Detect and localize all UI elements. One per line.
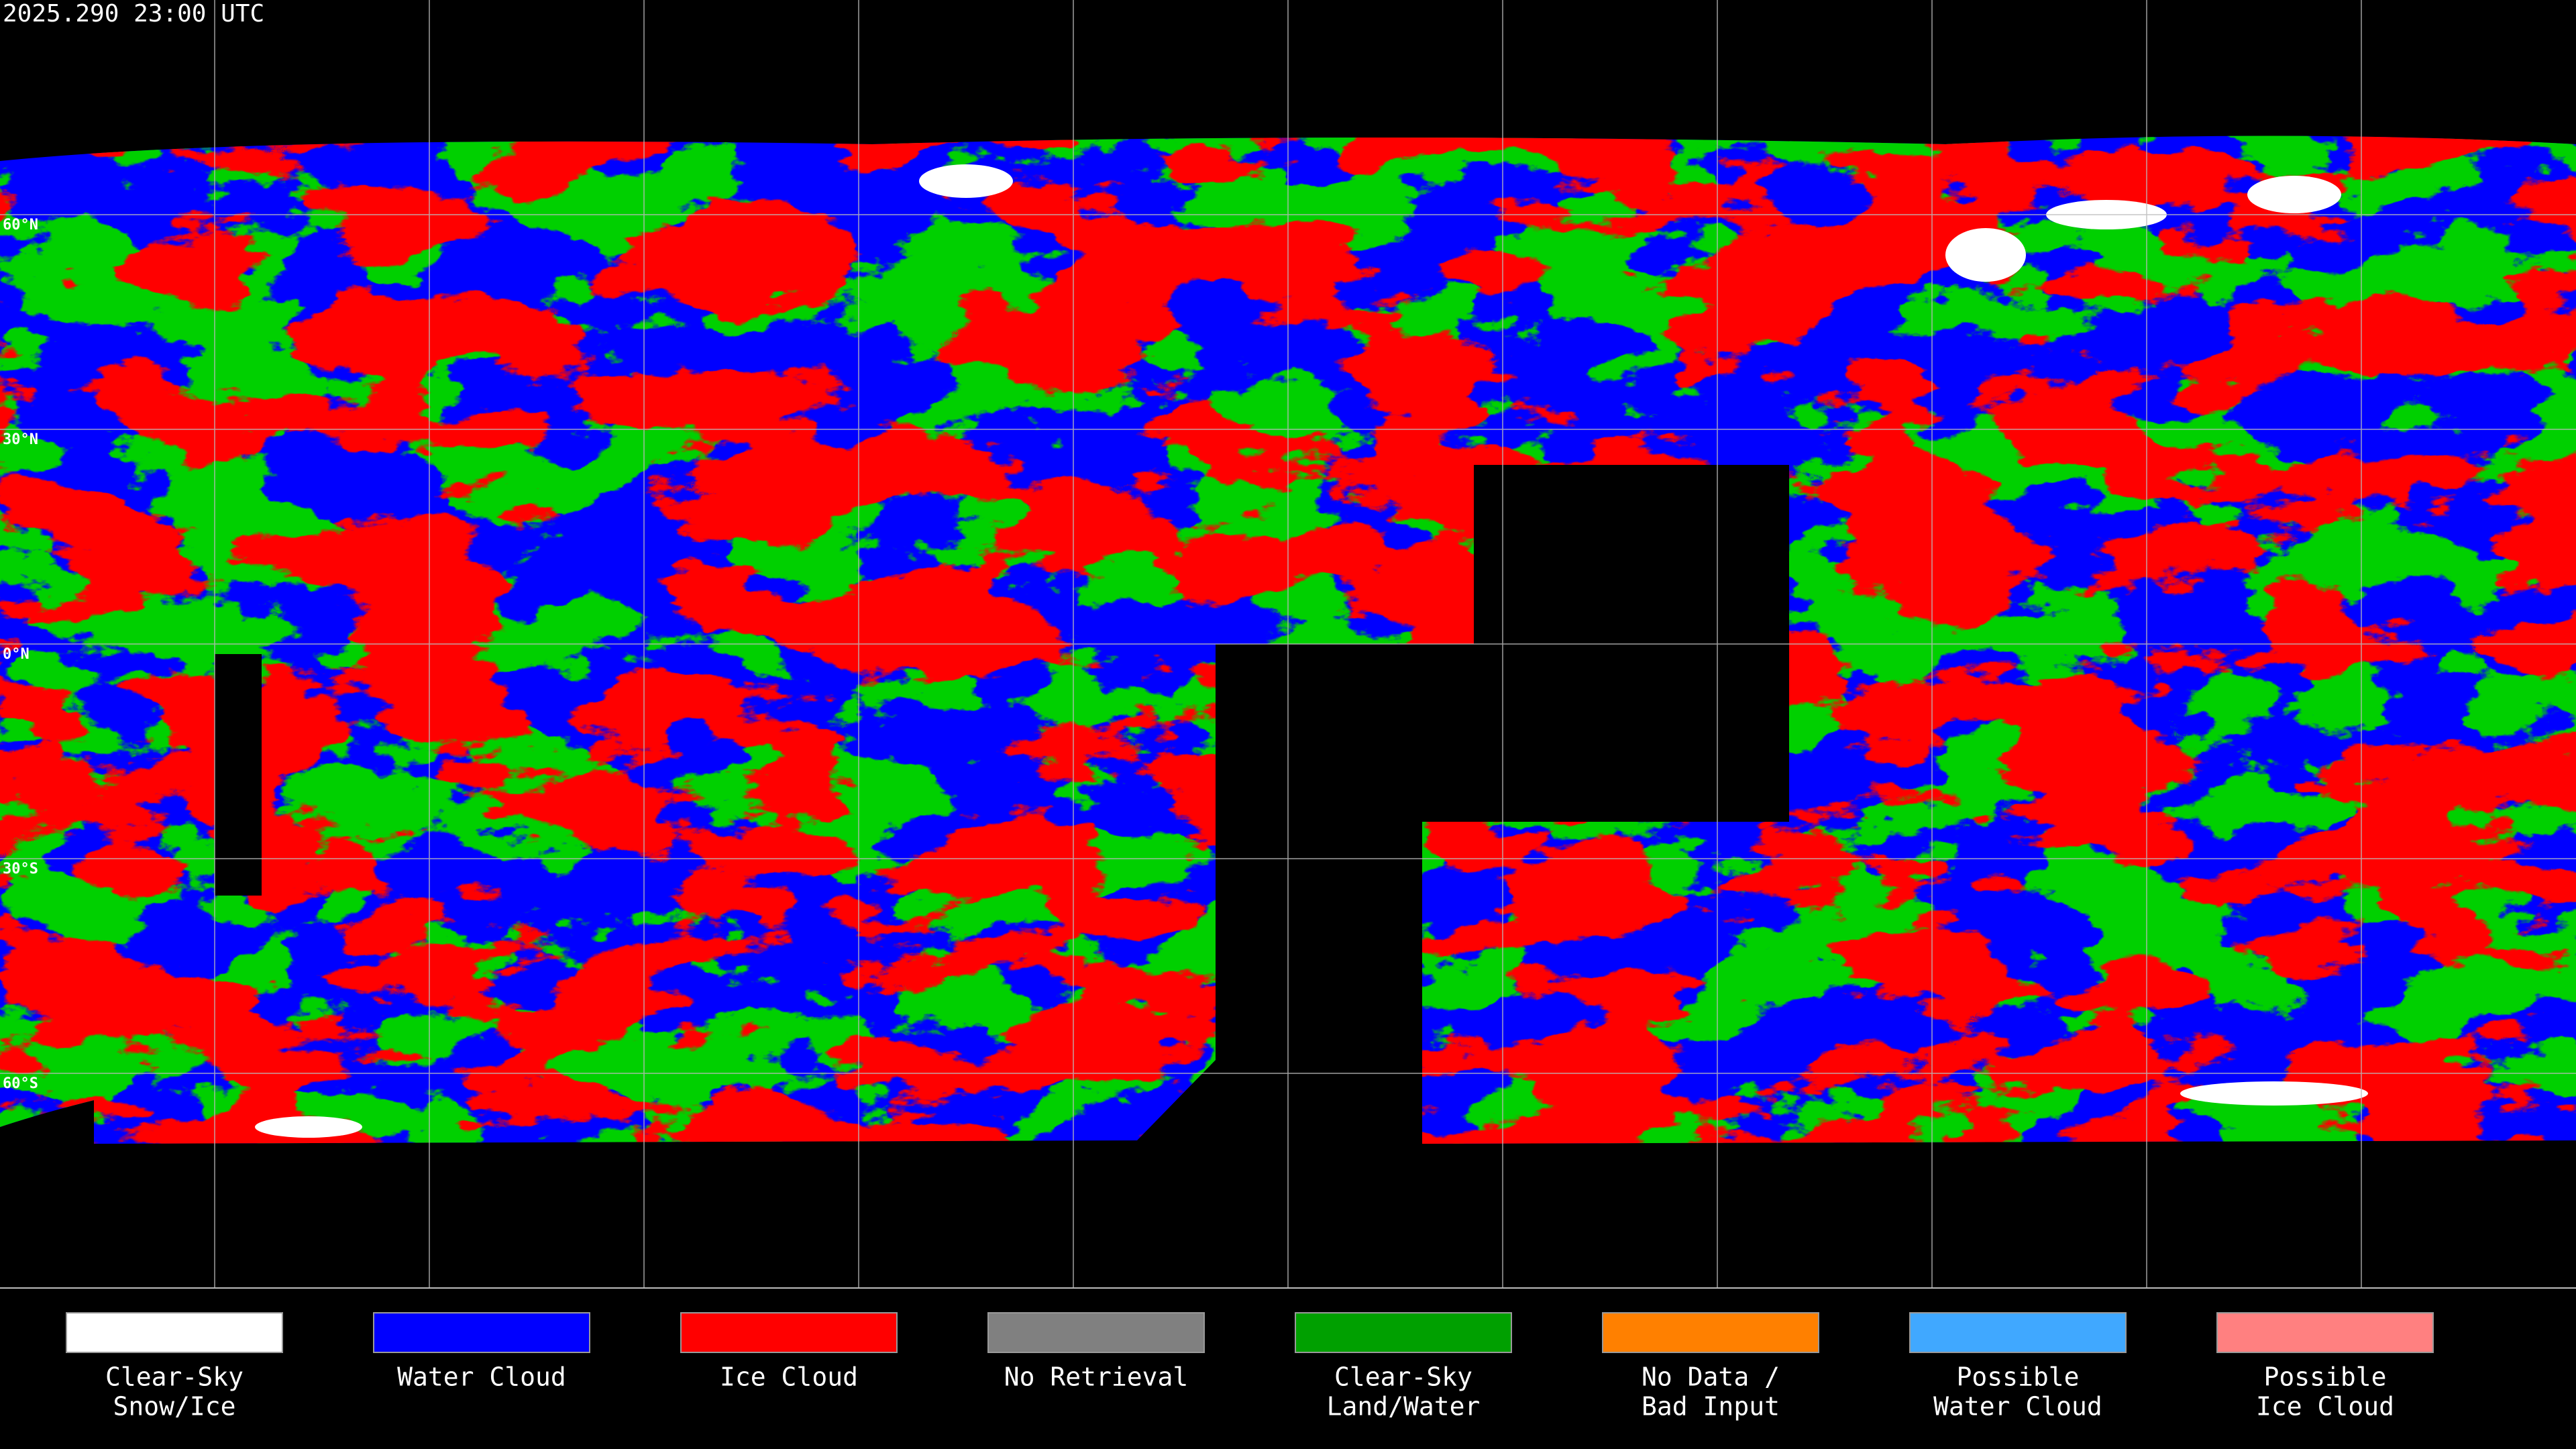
- legend-swatch: [66, 1312, 283, 1353]
- legend-label: Land/Water: [1327, 1392, 1481, 1421]
- latitude-label: 30°S: [3, 861, 38, 877]
- latitude-label: 0°N: [3, 646, 30, 663]
- latitude-label: 30°N: [3, 431, 38, 448]
- snow-patch: [255, 1116, 362, 1138]
- legend-swatch: [1909, 1312, 2127, 1353]
- legend-label: Water Cloud: [397, 1362, 566, 1392]
- legend-swatch: [987, 1312, 1205, 1353]
- legend-label: Water Cloud: [1933, 1392, 2102, 1421]
- snow-patch: [919, 164, 1013, 198]
- no-data-strip: [215, 654, 262, 896]
- legend-swatch: [2216, 1312, 2434, 1353]
- legend-label: Ice Cloud: [720, 1362, 858, 1392]
- legend-swatch: [680, 1312, 898, 1353]
- legend-label: Ice Cloud: [2256, 1392, 2394, 1421]
- legend-label: Clear-Sky: [105, 1362, 244, 1392]
- latitude-labels: 60°N 30°N 0°N 30°S 60°S: [3, 217, 38, 1092]
- latitude-label: 60°N: [3, 217, 38, 233]
- legend-swatch: [373, 1312, 590, 1353]
- legend-label: No Retrieval: [1004, 1362, 1189, 1392]
- legend-label: Clear-Sky: [1334, 1362, 1472, 1392]
- legend-swatch: [1602, 1312, 1819, 1353]
- snow-patch: [2180, 1081, 2368, 1106]
- snow-patch: [1945, 228, 2026, 282]
- legend-label: Bad Input: [1642, 1392, 1780, 1421]
- legend-label: Snow/Ice: [113, 1392, 235, 1421]
- legend-label: Possible: [2263, 1362, 2386, 1392]
- latitude-label: 60°S: [3, 1075, 38, 1092]
- snow-patch: [2247, 176, 2341, 213]
- graticule: [0, 0, 2576, 1288]
- legend-swatch: [1295, 1312, 1512, 1353]
- legend-label: No Data /: [1642, 1362, 1780, 1392]
- legend-label: Possible: [1956, 1362, 2079, 1392]
- snow-ice-patches: [255, 164, 2368, 1138]
- timestamp: 2025.290 23:00 UTC: [3, 0, 264, 28]
